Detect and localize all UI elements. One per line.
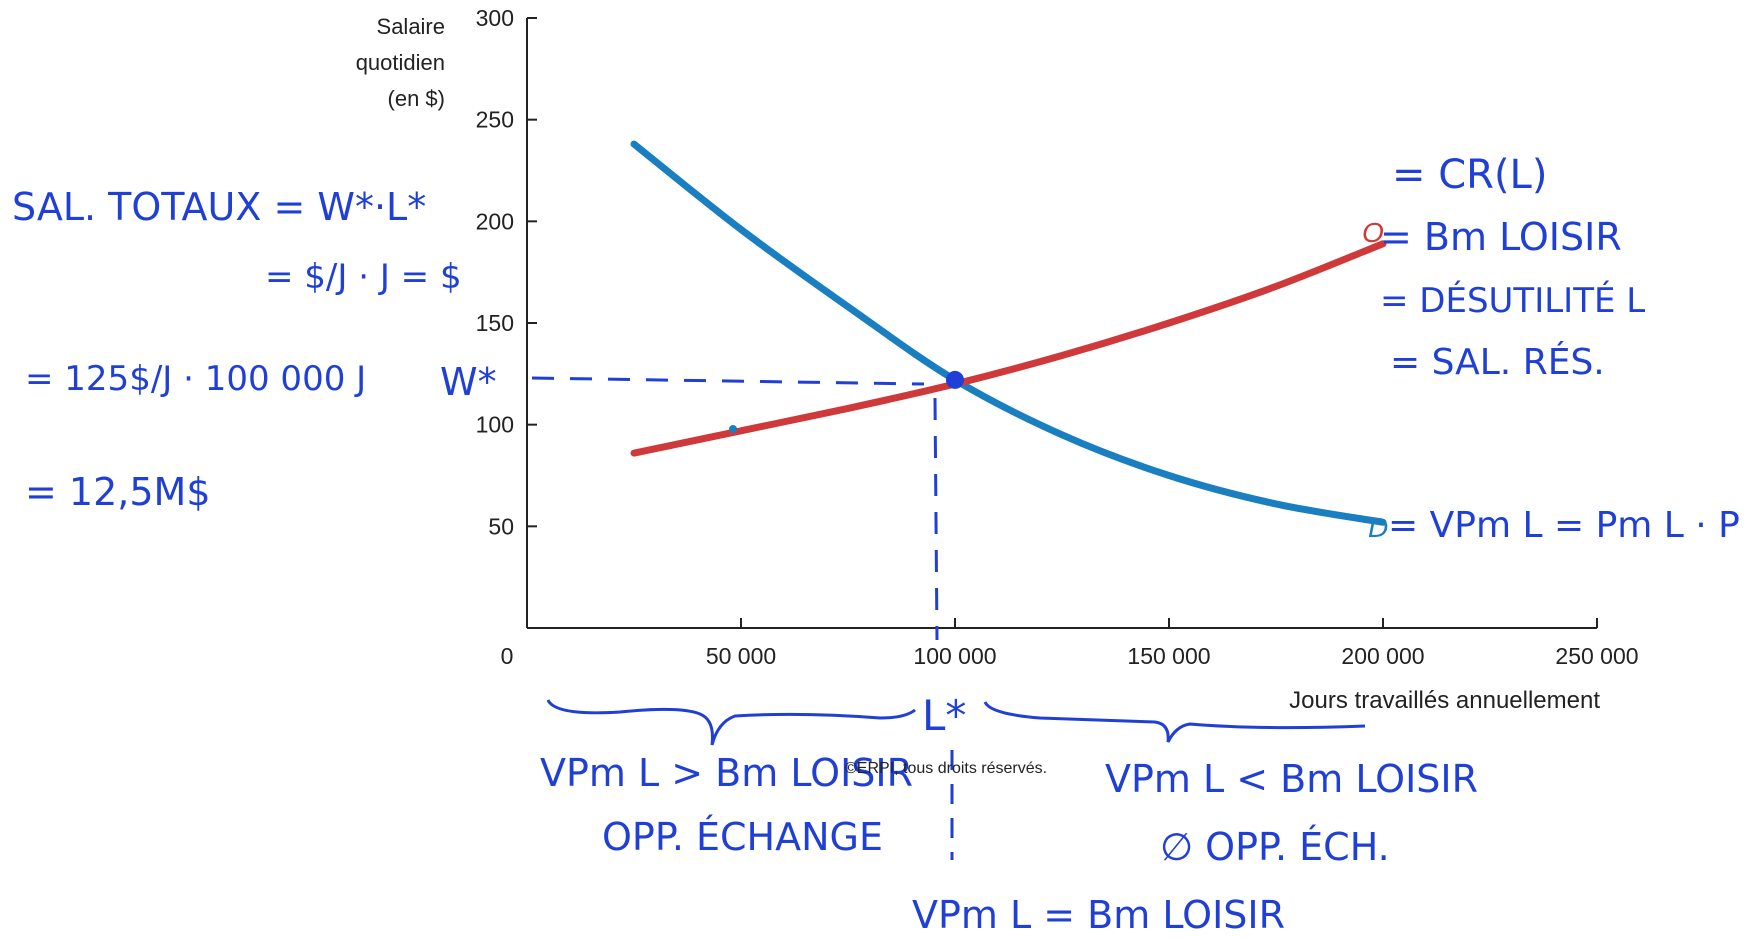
annotation-total-wage: SAL. TOTAUX = W*·L*: [12, 185, 426, 229]
annotation-demand-formula: = VPm L = Pm L · P: [1388, 505, 1740, 546]
annotation-left-region-line-1: VPm L > Bm LOISIR: [540, 751, 913, 795]
copyright-notice: ©ERPI, tous droits réservés.: [845, 760, 1047, 777]
l-star-guide-line: [933, 397, 939, 641]
annotation-w-star: W*: [440, 360, 497, 404]
x-tick-label: 200 000: [1341, 643, 1424, 669]
annotation-units: = $/J · J = $: [265, 257, 462, 297]
right-brace: [983, 701, 1366, 743]
annotation-l-star: L*: [922, 691, 966, 740]
y-tick-label: 200: [476, 208, 514, 234]
x-tick-label: 100 000: [913, 643, 996, 669]
y-axis-label-line-3: (en $): [388, 86, 445, 111]
annotation-supply-line-4: = SAL. RÉS.: [1390, 341, 1605, 383]
annotation-left-region-line-2: OPP. ÉCHANGE: [602, 815, 883, 859]
x-tick-label: 0: [501, 643, 514, 669]
annotation-right-region-line-2: ∅ OPP. ÉCH.: [1160, 825, 1390, 869]
y-tick-label: 300: [476, 5, 514, 31]
x-axis-label: Jours travaillés annuellement: [1289, 687, 1600, 714]
annotation-supply-line-2: = Bm LOISIR: [1380, 215, 1622, 259]
y-tick-label: 250: [476, 107, 514, 133]
annotation-bottom-equality: VPm L = Bm LOISIR: [912, 893, 1285, 937]
annotation-right-region-line-1: VPm L < Bm LOISIR: [1105, 757, 1478, 801]
demand-curve: [630, 140, 1387, 526]
annotation-calculation: = 125$/J · 100 000 J: [25, 359, 366, 399]
supply-curve-label: O: [1362, 217, 1384, 248]
y-tick-label: 150: [476, 310, 514, 336]
x-tick-label: 250 000: [1555, 643, 1638, 669]
axis-ticks: [527, 17, 1598, 628]
equilibrium-point: [946, 370, 964, 389]
demand-curve-label: D: [1368, 512, 1388, 543]
y-tick-label: 100: [476, 412, 514, 438]
left-brace: [546, 699, 916, 746]
supply-curve: [630, 240, 1387, 457]
y-axis-label-line-2: quotidien: [356, 50, 445, 75]
annotation-result: = 12,5M$: [25, 470, 211, 514]
curve-marker: [729, 425, 737, 433]
x-tick-label: 150 000: [1127, 643, 1210, 669]
w-star-guide-line: [531, 376, 925, 386]
annotation-supply-line-3: = DÉSUTILITÉ L: [1380, 280, 1645, 321]
y-tick-label: 50: [488, 513, 514, 539]
annotation-supply-line-1: = CR(L): [1392, 152, 1547, 198]
axis-tick-labels: 0 50 000 100 000 150 000 200 000 250 000 50 100…: [476, 5, 1639, 669]
y-axis-label-line-1: Salaire: [377, 14, 445, 39]
x-tick-label: 50 000: [706, 643, 776, 669]
